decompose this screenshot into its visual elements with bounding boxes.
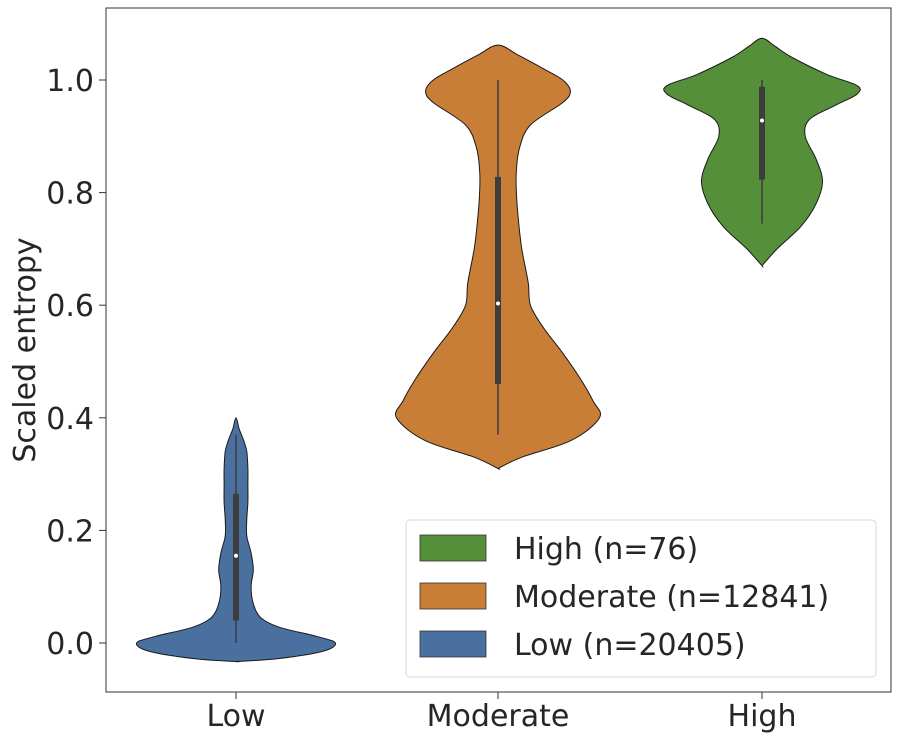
legend-swatch: [419, 582, 487, 610]
y-tick-label: 0.4: [46, 402, 94, 437]
legend: High (n=76) Moderate (n=12841) Low (n=2040…: [405, 519, 877, 678]
median-dot-low: [234, 553, 238, 558]
x-tick-label: Low: [206, 699, 265, 734]
median-dot-moderate: [496, 301, 500, 306]
y-tick-label: 0.6: [46, 289, 94, 324]
y-axis-label: Scaled entropy: [8, 237, 43, 462]
legend-frame: [405, 519, 877, 678]
x-axis-ticks: Low Moderate High: [206, 692, 796, 734]
x-tick-label: Moderate: [427, 699, 570, 734]
iqr-box-moderate: [495, 176, 501, 385]
y-tick-label: 0.8: [46, 177, 94, 212]
violins-group: [135, 37, 861, 663]
legend-swatch: [419, 630, 487, 658]
median-dot-high: [760, 118, 764, 123]
legend-swatch: [419, 534, 487, 562]
iqr-box-high: [759, 86, 765, 180]
y-tick-label: 0.0: [46, 627, 94, 662]
legend-label: High (n=76): [514, 532, 698, 567]
y-tick-label: 1.0: [46, 64, 94, 99]
x-tick-label: High: [728, 699, 797, 734]
y-tick-label: 0.2: [46, 514, 94, 549]
legend-label: Low (n=20405): [514, 628, 746, 663]
y-axis-ticks: 0.0 0.2 0.4 0.6 0.8 1.0: [46, 64, 106, 662]
legend-label: Moderate (n=12841): [514, 580, 829, 615]
